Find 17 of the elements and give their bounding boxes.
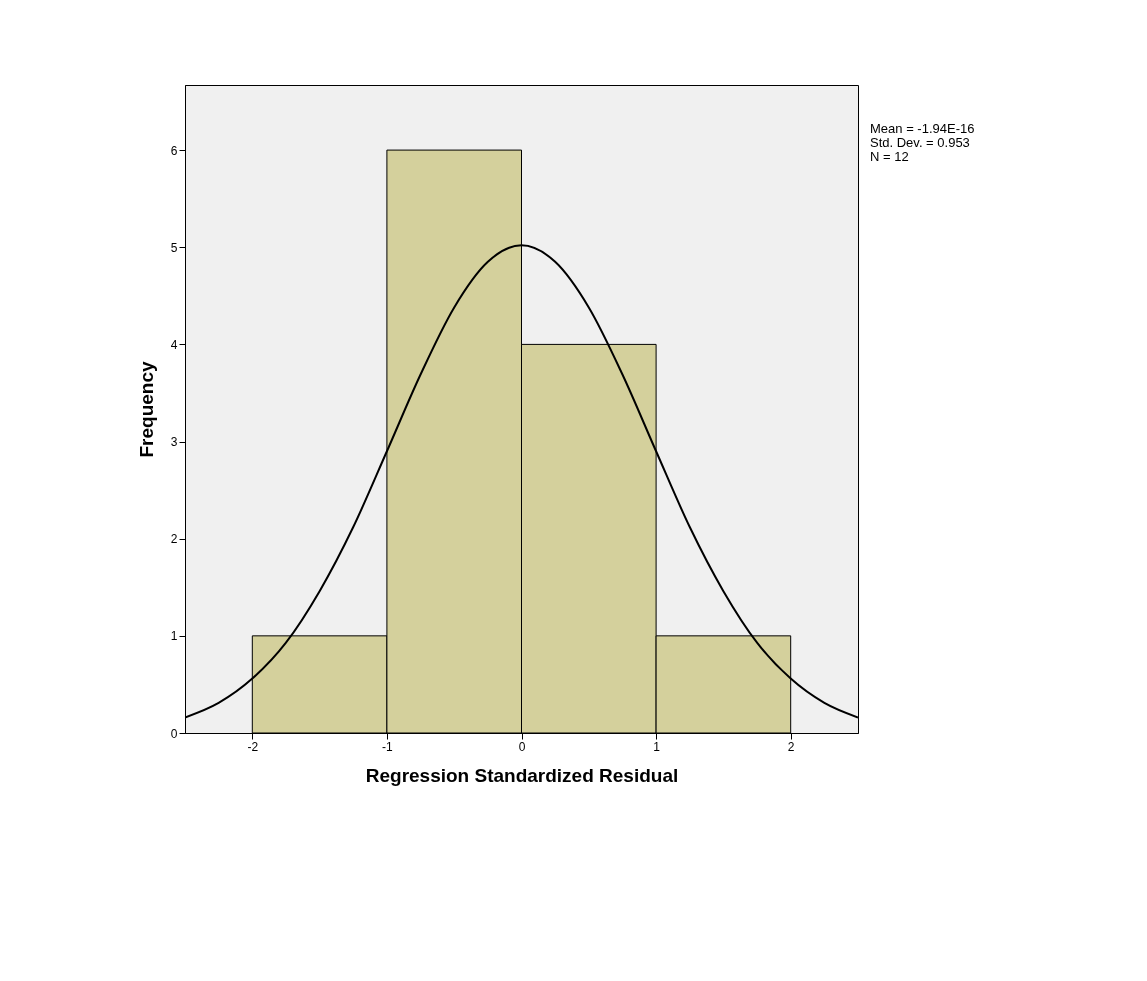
y-tick-label: 5 <box>170 240 178 255</box>
y-tick-label: 6 <box>170 143 178 158</box>
x-tick-label: -2 <box>247 739 259 754</box>
y-tick-label: 2 <box>170 532 178 547</box>
text: Std. Dev. = 0.953 <box>870 135 970 150</box>
x-tick-label: 2 <box>787 739 795 754</box>
y-tick-label: 0 <box>170 726 178 741</box>
text: Mean = -1.94E-16 <box>870 121 975 136</box>
x-tick-label: -1 <box>382 739 394 754</box>
x-tick-label: 1 <box>653 739 661 754</box>
y-tick-label: 3 <box>170 435 178 450</box>
text: N = 12 <box>870 149 909 164</box>
y-tick-label: 4 <box>170 337 178 352</box>
x-axis-title: Regression Standardized Residual <box>365 764 679 786</box>
y-tick-label: 1 <box>170 629 178 644</box>
y-axis-title: Frequency <box>135 361 157 458</box>
x-tick-label: 0 <box>518 739 526 754</box>
